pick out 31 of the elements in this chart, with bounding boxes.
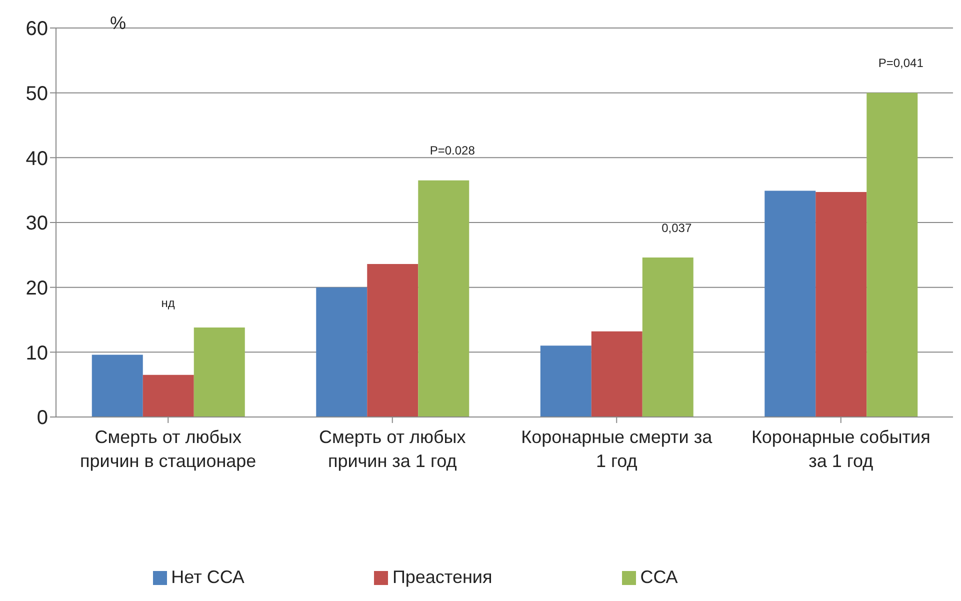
y-tick-label: 30 [26, 212, 48, 235]
legend-label: Нет ССА [171, 567, 244, 587]
y-tick-label: 0 [36, 407, 48, 430]
annotation: P=0.028 [430, 144, 476, 158]
y-tick-label: 40 [26, 148, 48, 170]
bar [418, 180, 470, 417]
annotation: 0,037 [662, 220, 692, 235]
bar [142, 374, 194, 417]
x-tick-label: Коронарные события за 1 год [751, 427, 930, 471]
y-tick-label: 60 [26, 18, 48, 40]
bar [764, 190, 816, 417]
legend-label: ССА [640, 567, 678, 587]
x-tick-label: Коронарные смерти за 1 год [521, 427, 714, 471]
y-tick-label: 10 [26, 342, 48, 364]
x-tick-label: Смерть от любых причин за 1 год [319, 427, 466, 471]
annotation: нд [161, 296, 175, 310]
bar [540, 346, 592, 417]
legend-label: Преастения [392, 567, 492, 587]
bar [316, 287, 368, 417]
bar [816, 192, 867, 417]
bar [866, 92, 918, 417]
x-tick-label: Смерть от любых причин в стационаре [80, 427, 256, 471]
bar [642, 258, 694, 417]
bar [367, 264, 418, 417]
y-tick-label: 50 [26, 82, 48, 105]
y-tick-label: 20 [26, 277, 48, 300]
bar [92, 354, 143, 417]
annotation: P=0,041 [878, 56, 924, 70]
bar [591, 331, 642, 417]
y-axis-title: % [110, 12, 126, 33]
bar [194, 328, 245, 417]
